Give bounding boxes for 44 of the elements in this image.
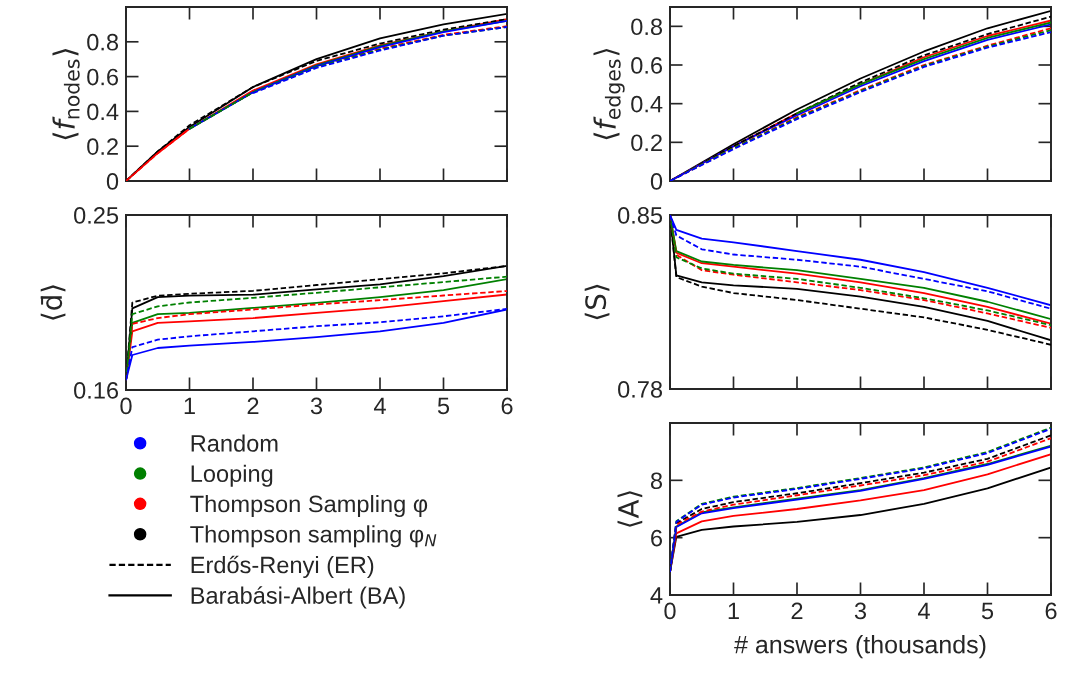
y-tick-label: 0 xyxy=(106,173,119,190)
line-series xyxy=(796,21,1051,115)
x-tick-label: 4 xyxy=(373,397,386,415)
y-tick-label: 0.8 xyxy=(631,18,663,36)
y-axis-title: ⟨f$_{edges}$⟩ xyxy=(593,48,625,140)
legend-label: Erdős-Renyi (ER) xyxy=(191,555,374,579)
legend-label: Looping xyxy=(191,464,273,487)
legend-label: Thompson sampling φ$_{N}$ xyxy=(190,525,437,548)
y-axis-title: ⟨f$_{nodes}$⟩ xyxy=(52,49,80,140)
legend-label: Random xyxy=(191,434,278,452)
x-tick-label: 6 xyxy=(1045,602,1057,620)
x-tick-label: 6 xyxy=(501,397,513,415)
y-tick-label: 0.85 xyxy=(618,207,663,224)
legend-label: Barabási-Albert (BA) xyxy=(191,586,405,609)
x-tick-label: 3 xyxy=(854,602,867,620)
y-tick-label: 0.78 xyxy=(618,381,663,398)
y-tick-label: 0.4 xyxy=(87,103,119,121)
y-tick-label: 0.6 xyxy=(87,68,119,86)
y-tick-label: 0.6 xyxy=(631,57,663,74)
y-tick-label: 0.25 xyxy=(74,207,119,224)
legend-label: Thompson Sampling φ xyxy=(190,494,428,517)
x-axis-title: # answers (thousands) xyxy=(734,635,986,659)
y-tick-label: 4 xyxy=(650,587,663,604)
x-tick-label: 2 xyxy=(247,397,259,415)
y-tick-label: 0.8 xyxy=(87,33,119,51)
x-tick-label: 0 xyxy=(120,397,132,415)
y-tick-label: 0.2 xyxy=(87,138,118,155)
x-tick-label: 0 xyxy=(664,602,676,620)
y-axis-title: ⟨A⟩ xyxy=(617,491,643,527)
x-tick-label: 1 xyxy=(728,602,739,620)
y-tick-label: 0.16 xyxy=(74,382,119,399)
x-tick-label: 4 xyxy=(917,602,930,620)
x-tick-label: 5 xyxy=(437,397,450,415)
x-tick-label: 1 xyxy=(184,397,195,415)
x-tick-label: 5 xyxy=(981,602,994,620)
y-tick-label: 0.2 xyxy=(631,134,662,152)
y-tick-label: 8 xyxy=(650,472,663,490)
y-tick-label: 0.4 xyxy=(631,95,663,113)
y-axis-title: ⟨S⟩ xyxy=(584,284,610,320)
x-tick-label: 3 xyxy=(310,397,323,415)
y-axis-title: ⟨d̄⟩ xyxy=(40,285,66,320)
y-tick-label: 6 xyxy=(651,529,663,547)
y-tick-label: 0 xyxy=(650,173,663,190)
x-tick-label: 2 xyxy=(791,602,803,620)
